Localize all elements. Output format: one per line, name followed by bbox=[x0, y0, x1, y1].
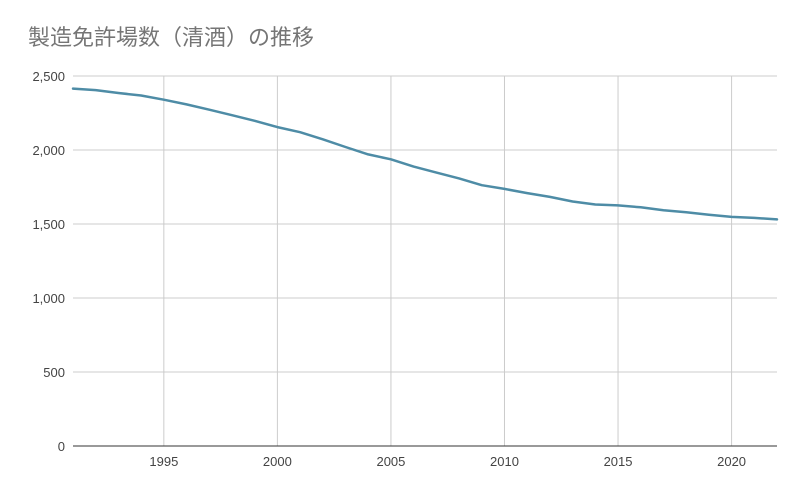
y-axis-tick-labels: 0 500 1,000 1,500 2,000 2,500 bbox=[32, 69, 65, 454]
y-tick-label: 500 bbox=[43, 365, 65, 380]
x-tick-label: 1995 bbox=[149, 454, 178, 469]
x-tick-label: 2000 bbox=[263, 454, 292, 469]
x-tick-label: 2015 bbox=[604, 454, 633, 469]
gridlines bbox=[73, 75, 777, 446]
series-line bbox=[71, 87, 779, 221]
chart-title: 製造免許場数（清酒）の推移 bbox=[28, 26, 315, 51]
y-tick-label: 1,000 bbox=[32, 291, 65, 306]
x-tick-label: 2005 bbox=[376, 454, 405, 469]
y-tick-label: 1,500 bbox=[32, 217, 65, 232]
x-tick-label: 2020 bbox=[717, 454, 746, 469]
y-tick-label: 0 bbox=[58, 439, 65, 454]
x-axis-tick-labels: 1995 2000 2005 2010 2015 2020 bbox=[149, 454, 746, 469]
series-lines bbox=[71, 87, 779, 221]
y-tick-label: 2,000 bbox=[32, 143, 65, 158]
x-tick-label: 2010 bbox=[490, 454, 519, 469]
y-tick-label: 2,500 bbox=[32, 69, 65, 84]
